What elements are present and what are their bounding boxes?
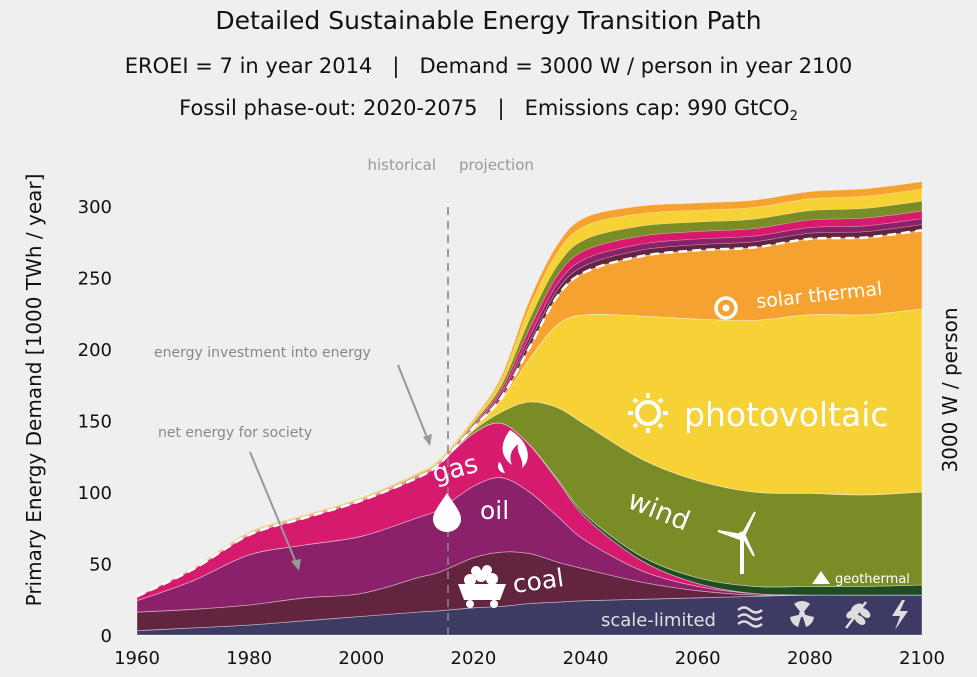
historical-label: historical: [368, 156, 437, 174]
geothermal-mountain-icon: [812, 571, 830, 584]
net-energy-arrowhead: [291, 559, 301, 571]
net-energy-label: net energy for society: [158, 425, 312, 441]
flame-icon: [497, 430, 528, 473]
subtitle-emissions-subscript: 2: [789, 109, 798, 125]
x-tick-label: 1960: [114, 648, 160, 669]
x-tick-label: 1980: [226, 648, 272, 669]
y-tick-label: 150: [78, 412, 112, 433]
axes: 0 50 100 150 200 250 300 1960 1980 2000 2020 2040 20…: [78, 197, 945, 669]
y-axis-label: Primary Energy Demand [1000 TWh / year]: [22, 174, 46, 607]
x-tick-label: 2100: [899, 648, 945, 669]
y-tick-label: 250: [78, 269, 112, 290]
subtitle-emissions-text: Fossil phase-out: 2020-2075 | Emissions …: [179, 96, 790, 120]
x-tick-label: 2080: [787, 648, 833, 669]
energy-investment-arrowhead: [423, 434, 432, 446]
biomass-wheat-icon: [845, 601, 871, 629]
y-tick-label: 50: [89, 555, 112, 576]
y-tick-label: 200: [78, 340, 112, 361]
waves-icon: [737, 606, 763, 628]
net-energy-arrow: [249, 451, 298, 566]
wind-turbine-icon: [717, 511, 756, 574]
x-tick-label: 2060: [675, 648, 721, 669]
projection-label: projection: [459, 156, 534, 174]
x-tick-label: 2040: [563, 648, 609, 669]
lightning-icon: [892, 600, 908, 630]
investment-stripe-5: [136, 181, 923, 597]
area-layers: [136, 181, 923, 636]
y-tick-label: 0: [101, 626, 112, 647]
coal-cart-icon: [458, 565, 506, 608]
y-tick-label: 100: [78, 483, 112, 504]
net-energy-boundary-line: [136, 229, 923, 598]
radiation-icon: [790, 600, 814, 627]
x-tick-label: 2020: [451, 648, 497, 669]
oil-label: oil: [480, 496, 509, 525]
x-tick-label: 2000: [338, 648, 384, 669]
coal-label: coal: [511, 563, 566, 599]
geothermal-label: geothermal: [835, 572, 910, 587]
energy-investment-arrow: [397, 364, 429, 441]
scale-limited-label: scale-limited: [601, 610, 716, 631]
photovoltaic-label: photovoltaic: [684, 395, 889, 434]
energy-investment-label: energy investment into energy: [154, 345, 371, 361]
oil-drop-icon: [433, 493, 461, 532]
chart-subtitle-demand: EROEI = 7 in year 2014 | Demand = 3000 W…: [124, 54, 853, 78]
y-tick-label: 300: [78, 197, 112, 218]
chart-subtitle-emissions: Fossil phase-out: 2020-2075 | Emissions …: [0, 96, 977, 124]
target-icon: [714, 296, 738, 320]
right-axis-label: 3000 W / person: [938, 307, 962, 472]
sun-icon: [628, 393, 668, 433]
chart-title: Detailed Sustainable Energy Transition P…: [215, 6, 762, 35]
